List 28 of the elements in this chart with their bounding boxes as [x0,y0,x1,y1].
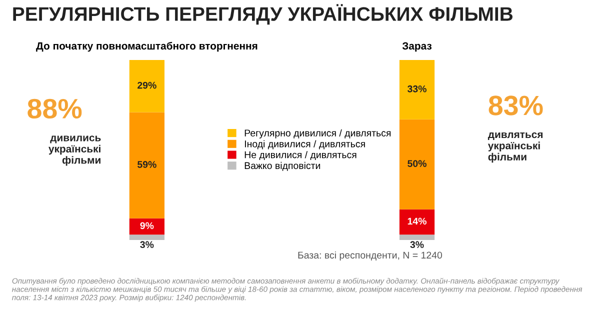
bar [399,119,435,210]
data-label: 3% [410,241,424,248]
data-label: 33% [408,85,426,92]
legend-label: Регулярно дивилися / дивляться [244,129,391,138]
bar [129,218,164,235]
annotation: 83% [488,96,543,116]
annotation: 88% [28,98,82,119]
bar [129,60,164,112]
annotation: дивляться українські фільми [488,132,543,163]
bar [129,112,164,218]
data-label: 14% [408,218,426,225]
x-tick-label: Зараз [402,42,432,52]
bar [399,209,435,235]
legend-label: Іноді дивилися / дивляться [244,140,365,150]
chart-title: РЕГУЛЯРНІСТЬ ПЕРЕГЛЯДУ УКРАЇНСЬКИХ ФІЛЬМІВ [13,4,513,25]
x-tick-label: До початку повномасштабного вторгнення [36,42,258,52]
legend-label: Не дивилися / дивляться [244,151,356,160]
bar [399,234,435,240]
data-label: 3% [140,241,154,248]
bar [129,234,164,240]
legend-label: Важко відповісти [244,162,320,171]
text: База: всі респонденти, N = 1240 [298,251,442,261]
data-label: 9% [140,222,154,230]
annotation: дивились українські фільми [48,136,101,166]
data-label: 29% [138,82,156,89]
bar [399,60,435,120]
data-label: 50% [408,160,426,168]
data-label: 59% [137,161,156,168]
